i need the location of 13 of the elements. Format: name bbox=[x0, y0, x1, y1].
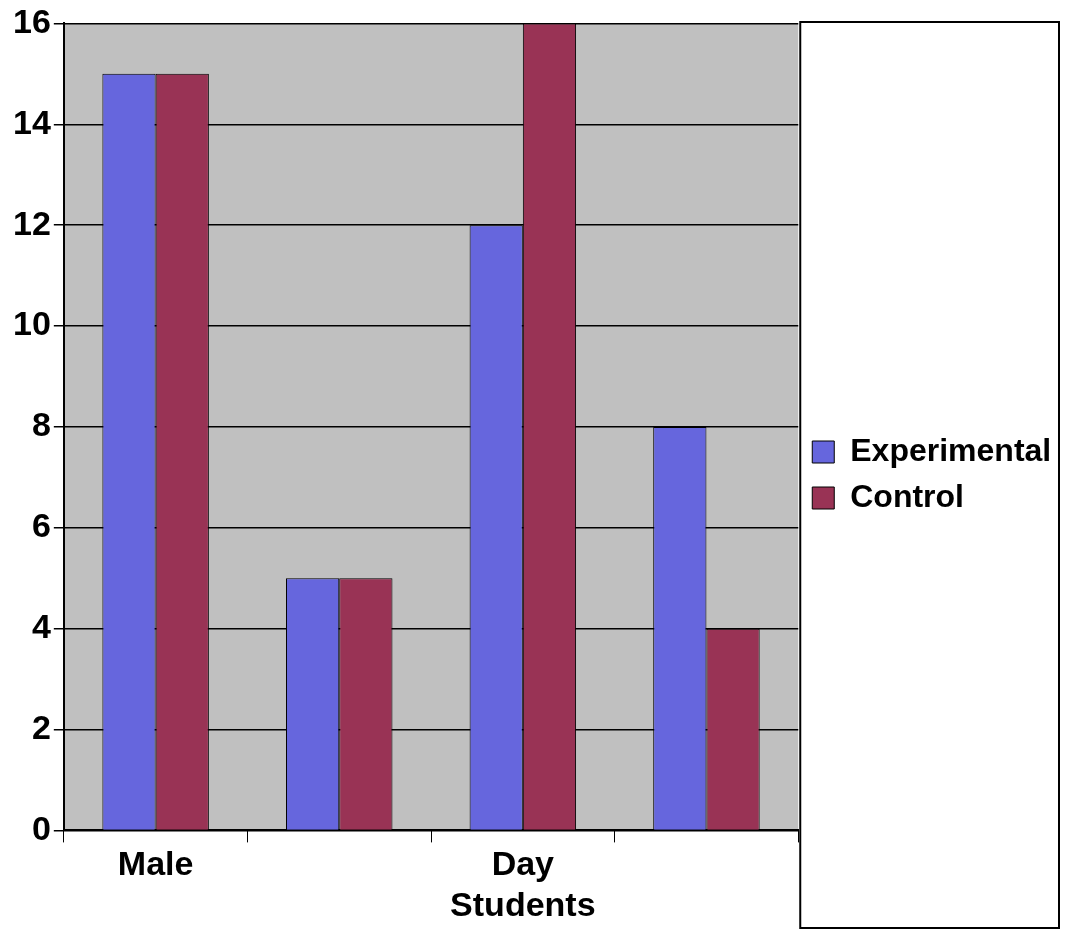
y-tick-label: 4 bbox=[31, 607, 51, 646]
y-tick-label: 16 bbox=[12, 1, 51, 40]
x-tick-label: Day Students bbox=[450, 844, 596, 923]
y-tick-label: 2 bbox=[31, 707, 51, 746]
legend-label: Control bbox=[850, 477, 964, 514]
y-tick-label: 12 bbox=[12, 203, 51, 242]
x-tick-label: Male bbox=[117, 844, 194, 883]
y-tick-label: 6 bbox=[31, 506, 51, 545]
y-tick-label: 14 bbox=[12, 102, 51, 141]
y-tick-label: 0 bbox=[31, 808, 51, 847]
legend-label: Experimental bbox=[850, 431, 1052, 468]
y-tick-label: 8 bbox=[31, 405, 51, 444]
y-tick-label: 10 bbox=[12, 304, 51, 343]
